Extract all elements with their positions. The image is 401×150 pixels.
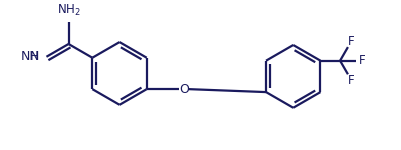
Text: F: F xyxy=(347,74,354,87)
Text: F: F xyxy=(347,35,354,48)
Text: NH$_2$: NH$_2$ xyxy=(57,3,80,18)
Text: F: F xyxy=(358,54,365,67)
Text: O: O xyxy=(179,83,188,96)
Text: NH: NH xyxy=(21,50,39,63)
Text: N: N xyxy=(30,50,39,63)
